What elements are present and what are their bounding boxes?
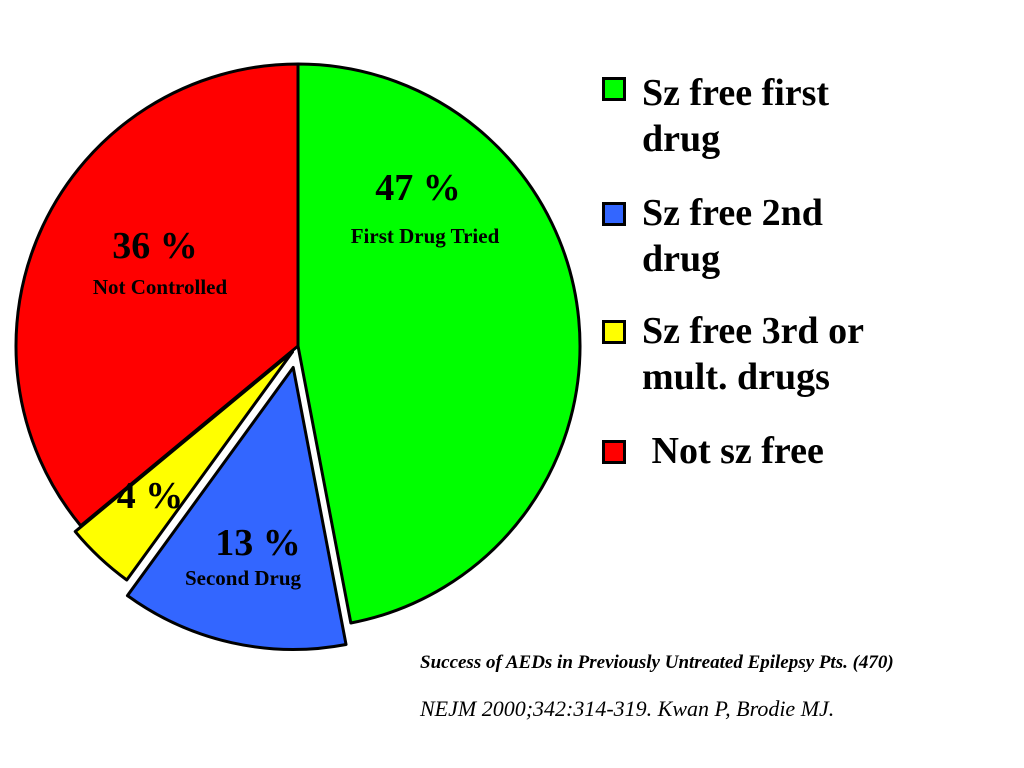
legend-item-third-drug: Sz free 3rd or mult. drugs xyxy=(602,308,1002,400)
legend-swatch-first-drug xyxy=(602,77,626,101)
pie-slice-1 xyxy=(296,62,582,625)
slice-description-label-2: Second Drug xyxy=(185,566,302,590)
legend-label-second-drug-line2: drug xyxy=(642,238,721,280)
legend-label-first-drug-line1: Sz free first xyxy=(642,72,830,114)
legend-label-second-drug-line1: Sz free 2nd xyxy=(642,192,823,234)
legend-item-second-drug: Sz free 2nd drug xyxy=(602,190,1002,282)
slice-description-label-1: First Drug Tried xyxy=(351,224,500,248)
legend-label-first-drug-line2: drug xyxy=(642,118,721,160)
slice-percent-label-3: 4 % xyxy=(117,475,184,517)
legend: Sz free first drug Sz free 2nd drug Sz f… xyxy=(602,70,1002,474)
legend-label-not-free: Not sz free xyxy=(642,430,824,472)
slice-percent-label-4: 36 % xyxy=(112,225,198,267)
pie-slice-2 xyxy=(125,365,348,651)
legend-item-first-drug: Sz free first drug xyxy=(602,70,1002,162)
pie-slice-3 xyxy=(73,350,295,582)
legend-label-third-drug-line2: mult. drugs xyxy=(642,356,830,398)
legend-swatch-third-drug xyxy=(602,320,626,344)
citation-title: Success of AEDs in Previously Untreated … xyxy=(420,652,894,673)
legend-label-third-drug-line1: Sz free 3rd or xyxy=(642,310,864,352)
legend-swatch-second-drug xyxy=(602,202,626,226)
slice-description-label-4: Not Controlled xyxy=(93,275,228,299)
slice-percent-label-1: 47 % xyxy=(375,167,461,209)
pie-slice-4 xyxy=(14,62,300,528)
citation-reference: NEJM 2000;342:314-319. Kwan P, Brodie MJ… xyxy=(420,696,835,721)
legend-item-not-free: Not sz free xyxy=(602,428,1002,474)
pie-chart: 47 % First Drug Tried 13 %Second Drug 4 % 36… xyxy=(14,62,582,651)
slice-percent-label-2: 13 % xyxy=(215,522,301,564)
legend-swatch-not-free xyxy=(602,440,626,464)
